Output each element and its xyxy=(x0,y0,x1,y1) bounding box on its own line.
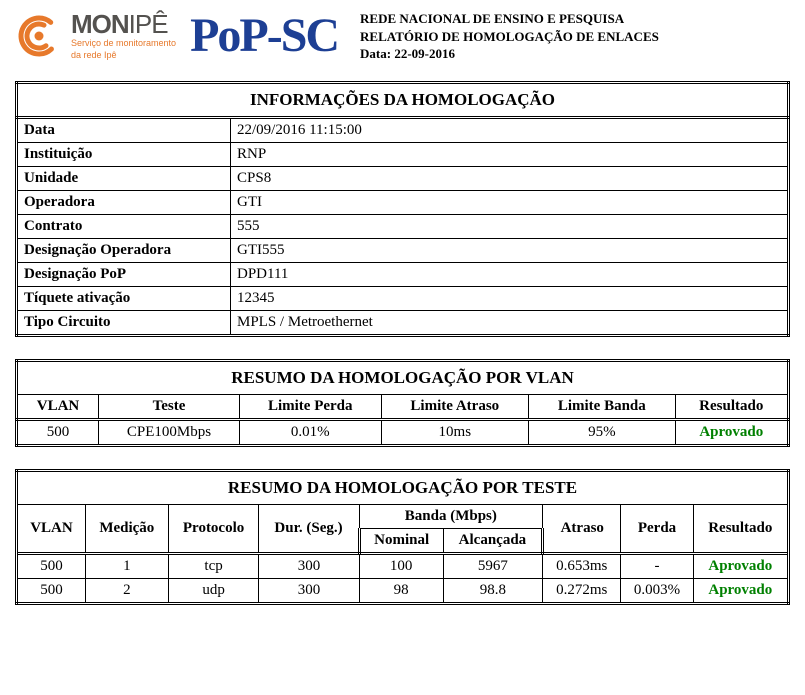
info-value: 22/09/2016 11:15:00 xyxy=(231,117,789,142)
teste-cell: 300 xyxy=(259,553,359,578)
info-label: Tíquete ativação xyxy=(17,286,231,310)
teste-cell: 500 xyxy=(17,553,86,578)
teste-table: RESUMO DA HOMOLOGAÇÃO POR TESTE VLAN Med… xyxy=(15,469,790,605)
teste-cell: 98 xyxy=(359,578,443,603)
vlan-cell: 95% xyxy=(529,419,675,445)
vlan-col-header: Limite Banda xyxy=(529,394,675,419)
vlan-col-header: Limite Perda xyxy=(239,394,381,419)
teste-row: 5002udp3009898.80.272ms0.003%Aprovado xyxy=(17,578,789,603)
vlan-cell: 10ms xyxy=(381,419,529,445)
header-text: REDE NACIONAL DE ENSINO E PESQUISA RELAT… xyxy=(360,10,659,63)
teste-cell: 500 xyxy=(17,578,86,603)
info-row: InstituiçãoRNP xyxy=(17,142,789,166)
header-line1: REDE NACIONAL DE ENSINO E PESQUISA xyxy=(360,10,659,28)
info-label: Unidade xyxy=(17,166,231,190)
teste-cell: 1 xyxy=(85,553,168,578)
brand-subtitle-2: da rede Ipê xyxy=(71,51,176,61)
teste-col-dur: Dur. (Seg.) xyxy=(259,504,359,553)
vlan-col-header: Limite Atraso xyxy=(381,394,529,419)
report-header: MONIPÊ Serviço de monitoramento da rede … xyxy=(15,10,790,63)
info-row: Contrato555 xyxy=(17,214,789,238)
info-row: UnidadeCPS8 xyxy=(17,166,789,190)
teste-col-vlan: VLAN xyxy=(17,504,86,553)
teste-col-nominal: Nominal xyxy=(359,528,443,553)
teste-title: RESUMO DA HOMOLOGAÇÃO POR TESTE xyxy=(17,470,789,504)
info-row: Data22/09/2016 11:15:00 xyxy=(17,117,789,142)
brand-ipe: IPÊ xyxy=(129,9,168,39)
info-title: INFORMAÇÕES DA HOMOLOGAÇÃO xyxy=(17,82,789,117)
monipe-brand: MONIPÊ Serviço de monitoramento da rede … xyxy=(71,11,176,61)
vlan-title: RESUMO DA HOMOLOGAÇÃO POR VLAN xyxy=(17,360,789,394)
info-value: 555 xyxy=(231,214,789,238)
info-row: Tipo CircuitoMPLS / Metroethernet xyxy=(17,310,789,335)
brand-mon: MON xyxy=(71,9,129,39)
vlan-cell: Aprovado xyxy=(675,419,788,445)
teste-col-atraso: Atraso xyxy=(543,504,621,553)
monipe-logo-icon xyxy=(15,12,63,60)
info-row: OperadoraGTI xyxy=(17,190,789,214)
teste-cell: 0.653ms xyxy=(543,553,621,578)
teste-cell: - xyxy=(621,553,693,578)
teste-cell: Aprovado xyxy=(693,553,788,578)
teste-col-perda: Perda xyxy=(621,504,693,553)
teste-row: 5001tcp30010059670.653ms-Aprovado xyxy=(17,553,789,578)
header-line3: Data: 22-09-2016 xyxy=(360,45,659,63)
vlan-cell: 0.01% xyxy=(239,419,381,445)
teste-cell: 0.003% xyxy=(621,578,693,603)
vlan-col-header: Teste xyxy=(98,394,239,419)
teste-cell: tcp xyxy=(168,553,259,578)
teste-cell: 98.8 xyxy=(443,578,542,603)
info-label: Designação PoP xyxy=(17,262,231,286)
info-label: Instituição xyxy=(17,142,231,166)
info-row: Tíquete ativação12345 xyxy=(17,286,789,310)
info-row: Designação PoPDPD111 xyxy=(17,262,789,286)
popsc-logo: PoP-SC xyxy=(190,12,338,60)
info-label: Contrato xyxy=(17,214,231,238)
vlan-col-header: Resultado xyxy=(675,394,788,419)
brand-subtitle-1: Serviço de monitoramento xyxy=(71,39,176,49)
vlan-cell: 500 xyxy=(17,419,99,445)
teste-cell: 2 xyxy=(85,578,168,603)
vlan-cell: CPE100Mbps xyxy=(98,419,239,445)
teste-col-protocolo: Protocolo xyxy=(168,504,259,553)
teste-col-resultado: Resultado xyxy=(693,504,788,553)
teste-cell: Aprovado xyxy=(693,578,788,603)
vlan-table: RESUMO DA HOMOLOGAÇÃO POR VLAN VLANTeste… xyxy=(15,359,790,447)
teste-group-banda: Banda (Mbps) xyxy=(359,504,542,528)
info-table: INFORMAÇÕES DA HOMOLOGAÇÃO Data22/09/201… xyxy=(15,81,790,337)
info-label: Operadora xyxy=(17,190,231,214)
header-line2: RELATÓRIO DE HOMOLOGAÇÃO DE ENLACES xyxy=(360,28,659,46)
teste-col-medicao: Medição xyxy=(85,504,168,553)
info-value: RNP xyxy=(231,142,789,166)
info-label: Tipo Circuito xyxy=(17,310,231,335)
teste-cell: 300 xyxy=(259,578,359,603)
teste-cell: 5967 xyxy=(443,553,542,578)
info-label: Designação Operadora xyxy=(17,238,231,262)
vlan-col-header: VLAN xyxy=(17,394,99,419)
info-value: GTI xyxy=(231,190,789,214)
info-value: 12345 xyxy=(231,286,789,310)
info-value: DPD111 xyxy=(231,262,789,286)
teste-cell: 0.272ms xyxy=(543,578,621,603)
info-value: CPS8 xyxy=(231,166,789,190)
vlan-row: 500CPE100Mbps0.01%10ms95%Aprovado xyxy=(17,419,789,445)
teste-cell: udp xyxy=(168,578,259,603)
teste-cell: 100 xyxy=(359,553,443,578)
info-row: Designação OperadoraGTI555 xyxy=(17,238,789,262)
teste-col-alcancada: Alcançada xyxy=(443,528,542,553)
info-label: Data xyxy=(17,117,231,142)
info-value: MPLS / Metroethernet xyxy=(231,310,789,335)
info-value: GTI555 xyxy=(231,238,789,262)
